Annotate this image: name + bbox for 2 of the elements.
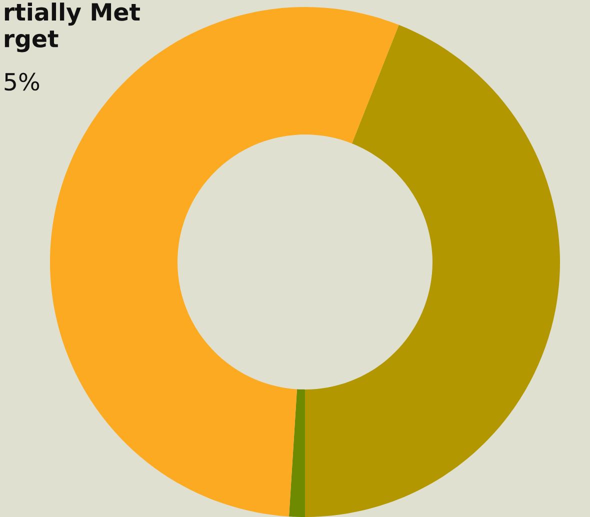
text: 5% [4, 72, 40, 91]
text: rtially Met rget [4, 2, 140, 52]
